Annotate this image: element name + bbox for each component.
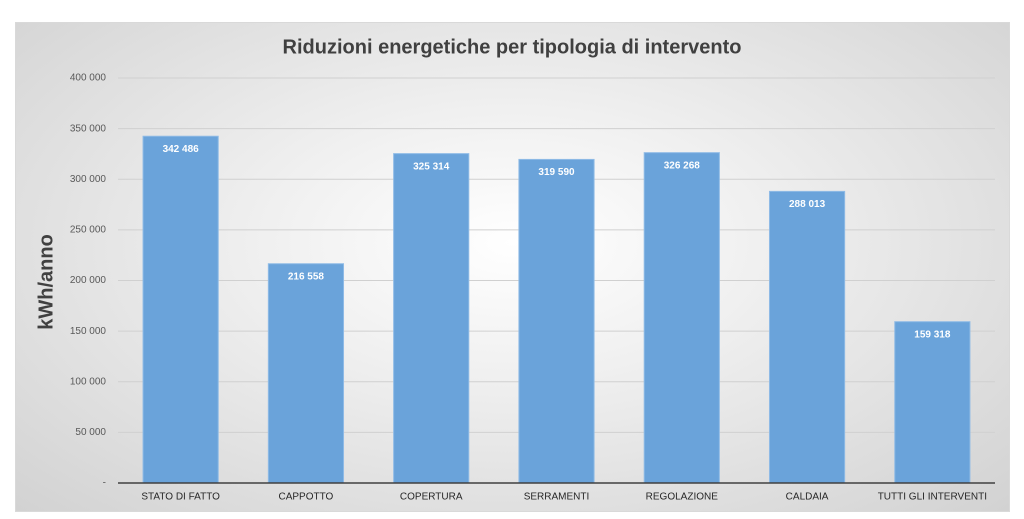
x-tick-label: REGOLAZIONE (646, 492, 719, 503)
y-tick-label: - (103, 478, 106, 489)
bar (518, 158, 595, 484)
y-tick-label: 50 000 (75, 427, 106, 438)
bar (894, 321, 971, 484)
data-label: 326 268 (664, 160, 701, 171)
y-tick-label: 400 000 (70, 73, 107, 84)
bar (643, 152, 720, 484)
x-tick-label: COPERTURA (400, 492, 463, 503)
y-axis-title: kWh/anno (35, 234, 57, 330)
x-tick-label: STATO DI FATTO (141, 492, 220, 503)
y-tick-label: 250 000 (70, 225, 107, 236)
y-tick-label: 100 000 (70, 376, 107, 387)
chart-title: Riduzioni energetiche per tipologia di i… (283, 36, 742, 58)
bar (768, 190, 846, 484)
data-label: 288 013 (789, 199, 826, 210)
data-label: 319 590 (538, 167, 575, 178)
data-label: 216 558 (288, 271, 325, 282)
data-label: 159 318 (914, 329, 951, 340)
bar (267, 263, 345, 484)
y-tick-label: 200 000 (70, 275, 107, 286)
bar (393, 153, 470, 484)
x-tick-label: CALDAIA (786, 492, 829, 503)
y-tick-label: 150 000 (70, 326, 107, 337)
bar (142, 135, 219, 484)
x-tick-label: CAPPOTTO (279, 492, 334, 503)
x-tick-label: TUTTI GLI INTERVENTI (878, 492, 987, 503)
x-tick-label: SERRAMENTI (524, 492, 590, 503)
data-label: 325 314 (413, 161, 450, 172)
y-tick-label: 300 000 (70, 174, 107, 185)
y-tick-label: 350 000 (70, 123, 107, 134)
data-label: 342 486 (163, 144, 200, 155)
